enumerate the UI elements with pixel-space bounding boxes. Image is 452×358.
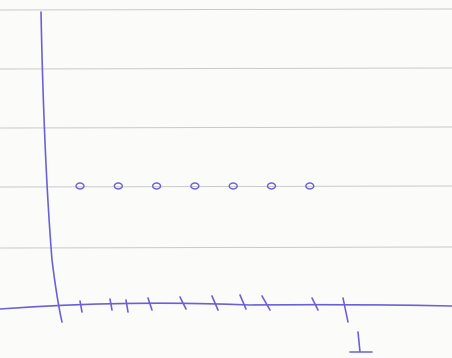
- paper-lines: [0, 9, 452, 248]
- point: [191, 183, 199, 189]
- page: {"chart_data": {"type": "scatter", "cate…: [0, 0, 452, 358]
- chart: [0, 0, 452, 358]
- axis-tick: [126, 300, 128, 312]
- axis-tick: [80, 301, 82, 312]
- axis-tick: [212, 296, 218, 310]
- point: [76, 183, 84, 189]
- paper-line: [0, 247, 452, 248]
- x-axis-ticks: [80, 295, 348, 322]
- paper-line: [0, 186, 452, 187]
- paper-line: [0, 9, 452, 10]
- axis-tick: [110, 299, 112, 310]
- paper-line: [0, 127, 452, 128]
- paper-line: [0, 68, 452, 69]
- axis-tick: [240, 295, 246, 309]
- y-axis: [41, 12, 62, 322]
- axis-tick: [343, 298, 348, 322]
- x-axis: [0, 303, 452, 309]
- axis-tick: [262, 296, 270, 310]
- doodle: [350, 332, 372, 352]
- point: [153, 183, 161, 189]
- point: [114, 183, 122, 189]
